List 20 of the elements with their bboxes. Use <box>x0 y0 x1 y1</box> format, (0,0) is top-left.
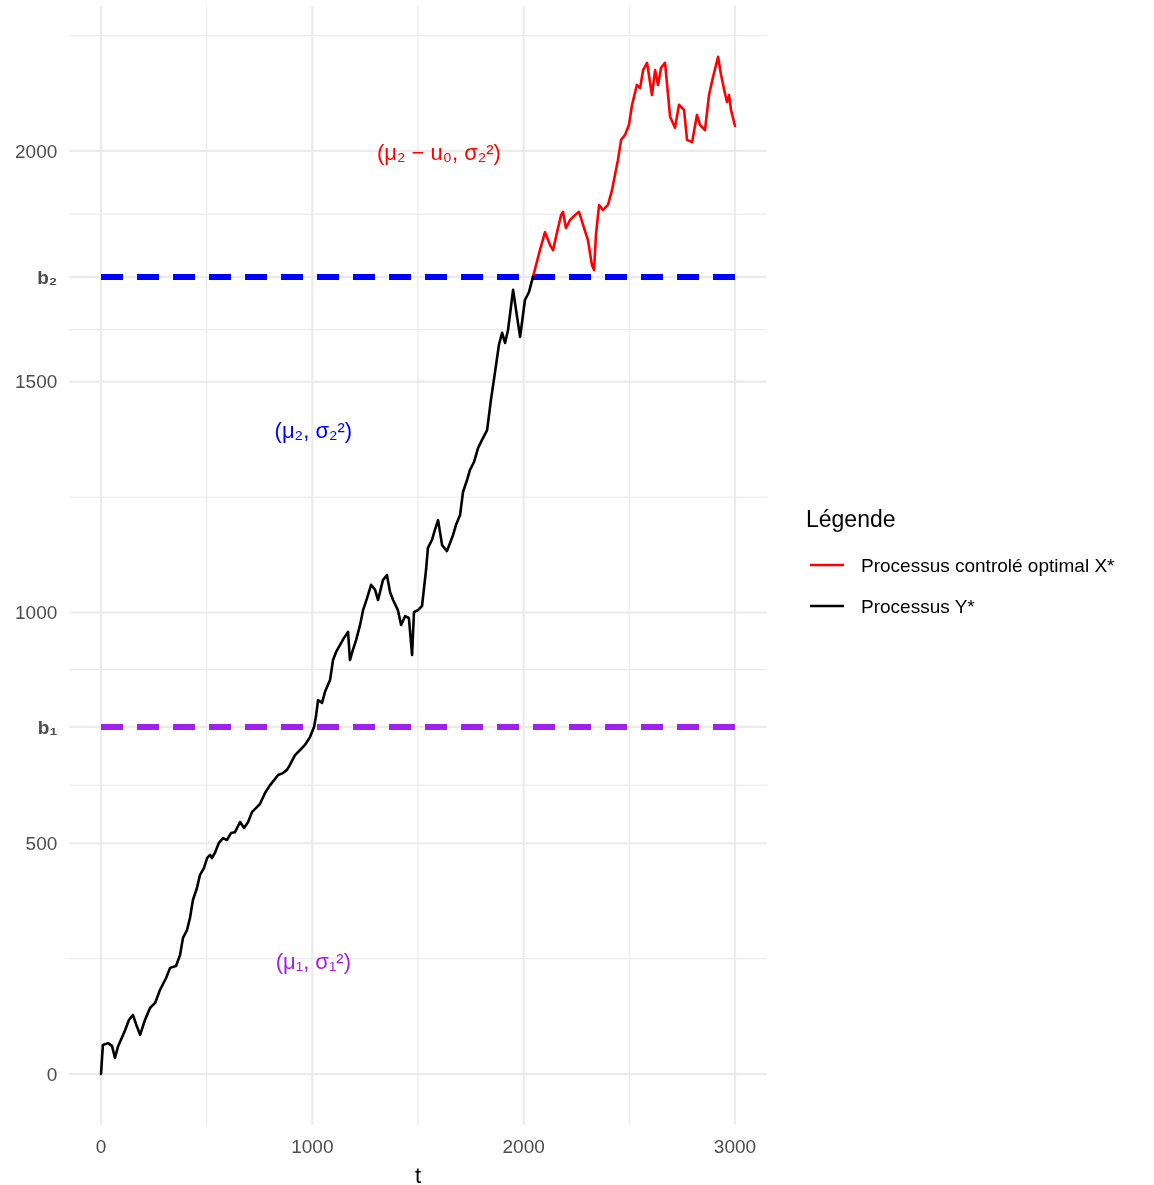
y-tick-label: b₁ <box>37 716 58 738</box>
y-tick-label: 0 <box>46 1063 58 1085</box>
legend-title: Légende <box>806 506 896 532</box>
x-tick-label: 2000 <box>502 1135 545 1157</box>
y-tick-label: 2000 <box>15 140 58 162</box>
x-axis-title: t <box>414 1162 422 1185</box>
annotation: (μ₂, σ₂²) <box>274 417 353 443</box>
y-tick-label: 1500 <box>15 371 58 393</box>
y-tick-label: b₂ <box>37 266 58 288</box>
y-tick-label: 1000 <box>15 602 58 624</box>
x-tick-label: 3000 <box>713 1135 757 1157</box>
x-tick-label: 0 <box>95 1135 107 1157</box>
annotation: (μ₁, σ₁²) <box>275 949 352 975</box>
legend-label: Processus controlé optimal X* <box>861 554 1116 576</box>
legend-label: Processus Y* <box>861 595 976 617</box>
annotation: (μ₂ − u₀, σ₂²) <box>376 140 501 165</box>
line-series <box>99 275 535 1076</box>
line-series <box>531 55 737 279</box>
y-tick-label: 500 <box>25 832 58 854</box>
x-tick-label: 1000 <box>291 1135 334 1157</box>
